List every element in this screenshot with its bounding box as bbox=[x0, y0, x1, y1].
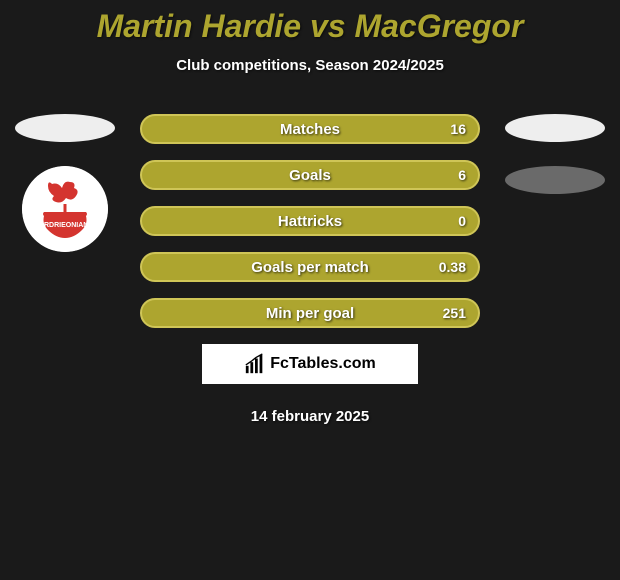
stat-bars: Matches 16 Goals 6 Hattricks 0 Goals per… bbox=[140, 114, 480, 328]
player-photo-placeholder bbox=[15, 114, 115, 142]
stat-label: Min per goal bbox=[266, 305, 354, 322]
stat-label: Hattricks bbox=[278, 213, 342, 230]
stat-bar-matches: Matches 16 bbox=[140, 114, 480, 144]
stat-bar-hattricks: Hattricks 0 bbox=[140, 206, 480, 236]
club-badge-placeholder bbox=[505, 166, 605, 194]
chart-icon bbox=[244, 353, 266, 375]
fctables-watermark: FcTables.com bbox=[202, 344, 418, 384]
stat-label: Goals bbox=[289, 167, 331, 184]
svg-text:AIRDRIEONIANS: AIRDRIEONIANS bbox=[37, 222, 93, 229]
stat-bar-min-per-goal: Min per goal 251 bbox=[140, 298, 480, 328]
club-badge-airdrie: AIRDRIEONIANS bbox=[22, 166, 108, 252]
stat-bar-goals-per-match: Goals per match 0.38 bbox=[140, 252, 480, 282]
stat-value: 251 bbox=[443, 305, 466, 321]
stat-label: Matches bbox=[280, 121, 340, 138]
comparison-content: AIRDRIEONIANS Matches 16 Goals 6 Hattric… bbox=[0, 114, 620, 425]
comparison-subtitle: Club competitions, Season 2024/2025 bbox=[0, 57, 620, 74]
right-player-column bbox=[500, 114, 610, 218]
comparison-title: Martin Hardie vs MacGregor bbox=[0, 0, 620, 45]
stat-value: 0 bbox=[458, 213, 466, 229]
watermark-text: FcTables.com bbox=[270, 355, 376, 373]
stat-value: 0.38 bbox=[439, 259, 466, 275]
stat-label: Goals per match bbox=[251, 259, 369, 276]
left-player-column: AIRDRIEONIANS bbox=[10, 114, 120, 252]
stat-bar-goals: Goals 6 bbox=[140, 160, 480, 190]
comparison-date: 14 february 2025 bbox=[0, 408, 620, 425]
player-photo-placeholder bbox=[505, 114, 605, 142]
stat-value: 16 bbox=[450, 121, 466, 137]
stat-value: 6 bbox=[458, 167, 466, 183]
